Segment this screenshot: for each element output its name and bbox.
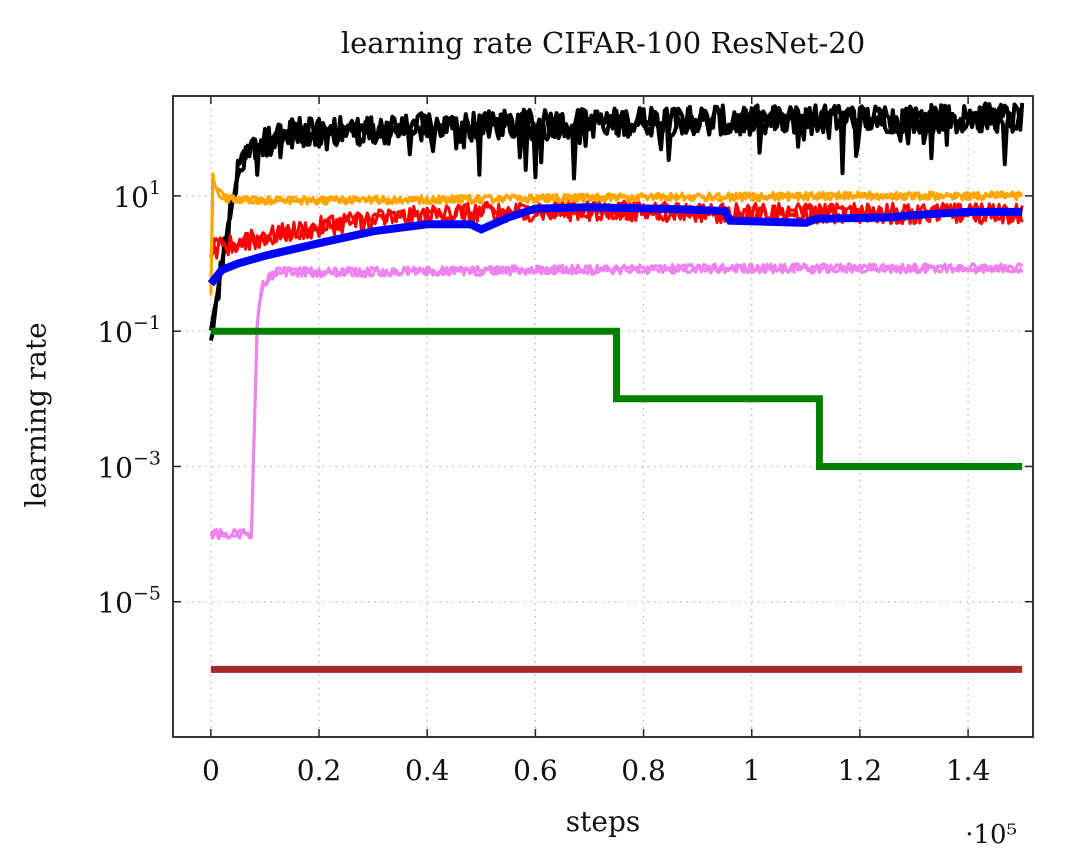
series-line-3 (207, 203, 1023, 287)
x-tick-label: 1 (743, 754, 761, 787)
x-axis: 0 0.2 0.4 0.6 0.8 1 1.2 1.4 (202, 96, 990, 787)
x-tick-label: 0.6 (513, 754, 558, 787)
x-axis-label: steps (565, 805, 641, 838)
y-tick-label: 10−1 (97, 312, 161, 349)
y-tick-label: 101 (113, 177, 161, 214)
chart-title: learning rate CIFAR-100 ResNet-20 (340, 26, 866, 60)
x-tick-label: 1.4 (946, 754, 991, 787)
y-axis: 10−5 10−3 10−1 101 (97, 177, 1033, 620)
x-axis-multiplier: ·10⁵ (965, 820, 1017, 850)
y-tick-label: 10−5 (97, 583, 161, 620)
series-band-2 (209, 177, 1024, 296)
y-tick-label: 10−3 (97, 447, 161, 484)
x-tick-label: 0.4 (405, 754, 450, 787)
grid-lines (173, 96, 1033, 737)
series-band-4 (209, 262, 1024, 540)
series-band-0 (208, 101, 1025, 342)
x-tick-label: 0 (202, 754, 220, 787)
x-tick-label: 1.2 (838, 754, 883, 787)
plot-frame (172, 95, 1034, 738)
series-group (207, 101, 1025, 673)
x-tick-label: 0.2 (297, 754, 342, 787)
series-line-5 (210, 327, 1023, 470)
x-tick-label: 0.8 (621, 754, 666, 787)
